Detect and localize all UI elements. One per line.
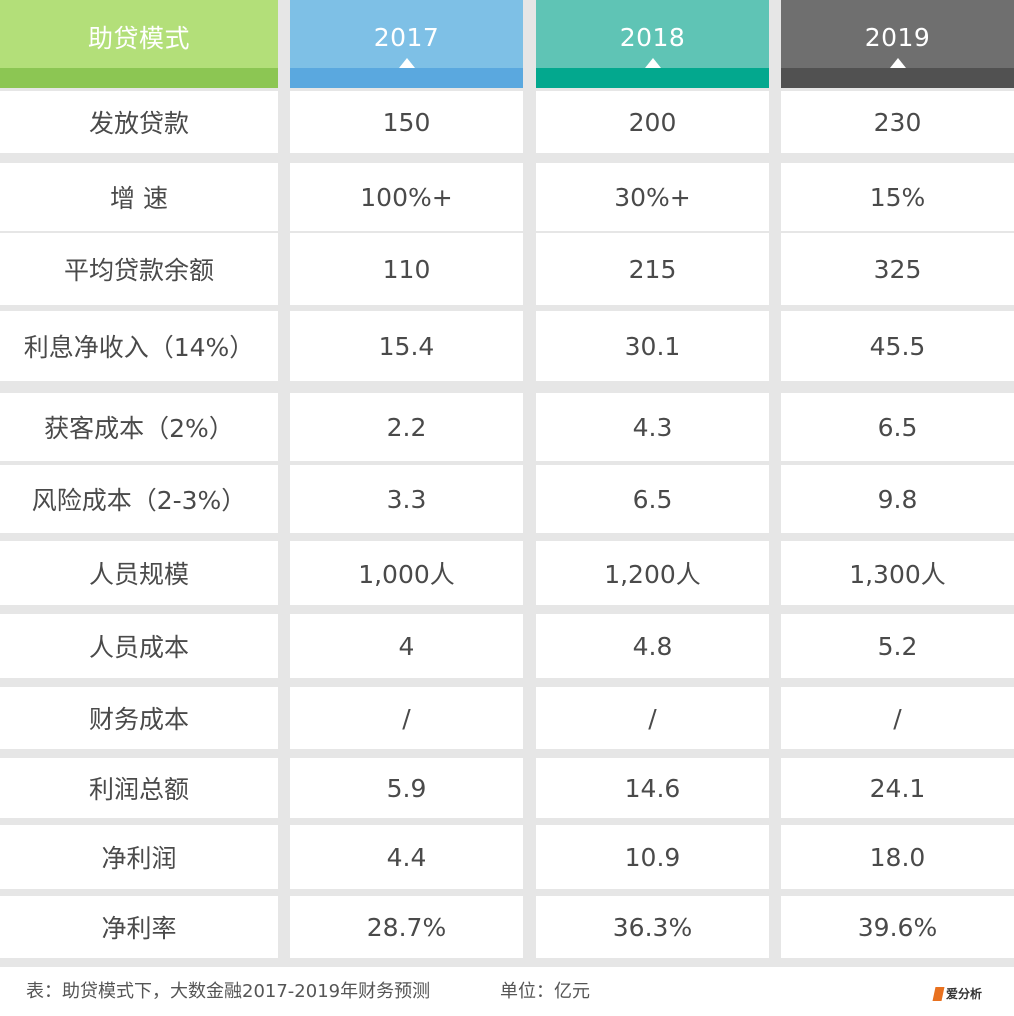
value-cell-2018: 200 — [536, 91, 769, 153]
value-cell-2019: 9.8 — [781, 465, 1014, 533]
value-cell-2019: 5.2 — [781, 614, 1014, 678]
value-cell-2018: 215 — [536, 233, 769, 305]
value-cell-2019: 230 — [781, 91, 1014, 153]
value-cell-2017: 110 — [290, 233, 523, 305]
row-label-cell: 利润总额 — [0, 758, 278, 818]
row-label-cell: 人员规模 — [0, 541, 278, 605]
row-label-cell: 利息净收入（14%） — [0, 311, 278, 381]
value-cell-2018: 1,200人 — [536, 541, 769, 605]
value-cell-2019: 45.5 — [781, 311, 1014, 381]
value-cell-2019: 325 — [781, 233, 1014, 305]
logo-icon — [932, 986, 945, 1001]
header-band — [290, 68, 523, 88]
row-label-cell: 财务成本 — [0, 687, 278, 749]
value-cell-2017: 3.3 — [290, 465, 523, 533]
header-label-text: 助贷模式 — [87, 24, 190, 53]
value-cell-2017: 100%+ — [290, 163, 523, 231]
value-cell-2019: 24.1 — [781, 758, 1014, 818]
value-cell-2017: 15.4 — [290, 311, 523, 381]
header-year-2019: 2019 — [781, 0, 1014, 88]
value-cell-2017: 4 — [290, 614, 523, 678]
value-cell-2019: 1,300人 — [781, 541, 1014, 605]
value-cell-2017: 150 — [290, 91, 523, 153]
row-label-cell: 平均贷款余额 — [0, 233, 278, 305]
value-cell-2017: / — [290, 687, 523, 749]
header-notch — [644, 58, 661, 68]
row-label-cell: 人员成本 — [0, 614, 278, 678]
header-band — [0, 68, 278, 88]
value-cell-2017: 4.4 — [290, 825, 523, 889]
row-label-cell: 净利润 — [0, 825, 278, 889]
value-cell-2019: 39.6% — [781, 896, 1014, 958]
row-label-cell: 发放贷款 — [0, 91, 278, 153]
header-year-text: 2017 — [373, 22, 440, 52]
value-cell-2018: / — [536, 687, 769, 749]
header-year-2017: 2017 — [290, 0, 523, 88]
logo-text: 爱分析 — [946, 987, 983, 1001]
value-cell-2019: 6.5 — [781, 393, 1014, 461]
header-year-2018: 2018 — [536, 0, 769, 88]
value-cell-2018: 6.5 — [536, 465, 769, 533]
row-label-cell: 风险成本（2-3%） — [0, 465, 278, 533]
header-label-cell: 助贷模式 — [0, 0, 278, 88]
row-label-cell: 获客成本（2%） — [0, 393, 278, 461]
value-cell-2018: 14.6 — [536, 758, 769, 818]
value-cell-2017: 28.7% — [290, 896, 523, 958]
value-cell-2017: 2.2 — [290, 393, 523, 461]
brand-logo: 爱分析 — [932, 985, 983, 1002]
value-cell-2018: 30%+ — [536, 163, 769, 231]
header-band — [781, 68, 1014, 88]
value-cell-2017: 5.9 — [290, 758, 523, 818]
value-cell-2017: 1,000人 — [290, 541, 523, 605]
value-cell-2018: 36.3% — [536, 896, 769, 958]
row-label-cell: 增 速 — [0, 163, 278, 231]
unit-note: 单位：亿元 — [500, 981, 590, 1002]
value-cell-2019: 18.0 — [781, 825, 1014, 889]
footer-bar — [0, 967, 1014, 1016]
value-cell-2018: 10.9 — [536, 825, 769, 889]
header-notch — [398, 58, 415, 68]
value-cell-2018: 30.1 — [536, 311, 769, 381]
value-cell-2019: / — [781, 687, 1014, 749]
value-cell-2019: 15% — [781, 163, 1014, 231]
table-caption: 表：助贷模式下，大数金融2017-2019年财务预测 — [26, 981, 431, 1002]
header-year-text: 2019 — [864, 22, 931, 52]
header-band — [536, 68, 769, 88]
header-year-text: 2018 — [619, 22, 686, 52]
value-cell-2018: 4.8 — [536, 614, 769, 678]
value-cell-2018: 4.3 — [536, 393, 769, 461]
header-notch — [889, 58, 906, 68]
row-label-cell: 净利率 — [0, 896, 278, 958]
